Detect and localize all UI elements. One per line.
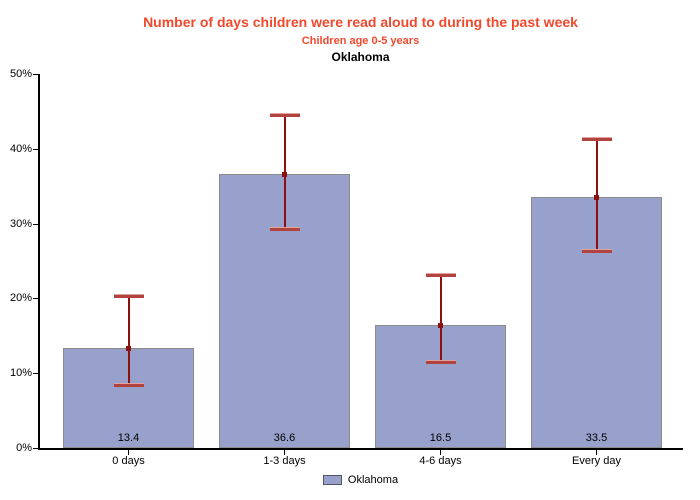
bar-value-label: 13.4 (117, 432, 140, 444)
error-bar-cap-top (425, 273, 456, 278)
y-axis-tick-label: 0% (16, 442, 32, 454)
error-bar-cap-bottom (581, 248, 612, 253)
plot-area (38, 74, 683, 450)
error-bar-cap-bottom (113, 383, 144, 388)
bar-value-label: 33.5 (585, 432, 608, 444)
error-bar-cap-top (113, 294, 144, 299)
y-axis-tick (33, 448, 38, 449)
error-bar-midpoint-dot (282, 172, 287, 178)
error-bar-line (439, 274, 442, 362)
error-bar-midpoint-dot (594, 195, 599, 201)
error-bar-cap-top (269, 113, 300, 118)
chart-region-title: Oklahoma (331, 50, 390, 64)
error-bar-midpoint-dot (126, 345, 131, 351)
error-bar-line (283, 114, 286, 229)
y-axis-tick (33, 298, 38, 300)
chart-subtitle: Children age 0-5 years (301, 35, 420, 47)
chart-title: Number of days children were read aloud … (143, 14, 578, 30)
y-axis-tick (33, 223, 38, 225)
x-axis-tick (128, 450, 129, 455)
x-axis-label: 4-6 days (419, 455, 462, 467)
x-axis-tick (284, 450, 285, 455)
legend-label: Oklahoma (347, 474, 399, 486)
error-bar-line (127, 295, 130, 385)
x-axis-tick (596, 450, 597, 455)
error-bar-cap-bottom (269, 227, 300, 232)
y-axis-tick (33, 373, 38, 375)
error-bar-cap-top (581, 136, 612, 141)
y-axis-tick-label: 40% (9, 142, 32, 155)
bar-value-label: 16.5 (429, 432, 452, 444)
legend: Oklahoma (38, 473, 683, 487)
x-axis-label: Every day (572, 455, 621, 467)
error-bar-midpoint-dot (438, 322, 443, 328)
y-axis-tick (33, 148, 38, 150)
y-axis-tick-label: 30% (9, 217, 32, 230)
y-axis-tick-label: 20% (9, 292, 32, 305)
y-axis-tick-label: 10% (9, 367, 32, 380)
bar-value-label: 36.6 (273, 432, 296, 444)
error-bar-line (595, 137, 598, 250)
x-axis-tick (440, 450, 441, 455)
x-axis-label: 0 days (112, 455, 145, 467)
error-bar-cap-bottom (425, 360, 456, 365)
y-axis-tick (33, 74, 38, 75)
legend-swatch (322, 475, 342, 485)
y-axis-tick-label: 50% (9, 68, 32, 80)
x-axis-label: 1-3 days (263, 455, 306, 467)
